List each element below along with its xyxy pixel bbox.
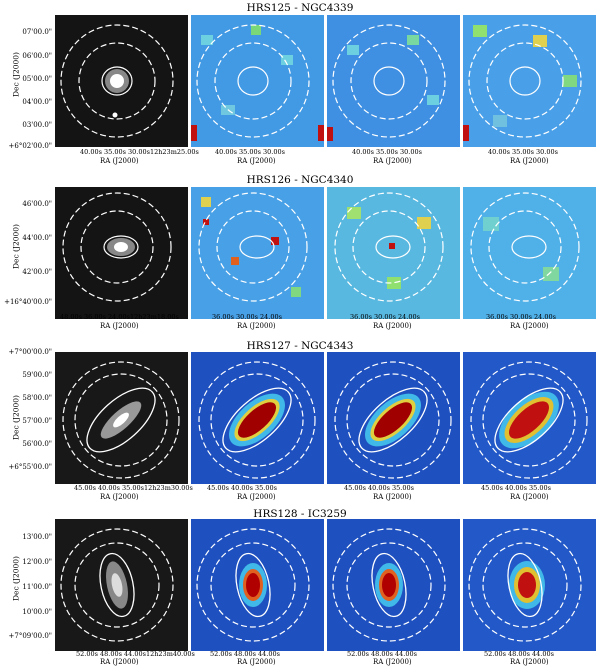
x-axis-title: RA (J2000) — [373, 157, 412, 165]
y-tick: 10'00.0" — [22, 608, 52, 616]
far-ir-map-panel — [327, 15, 460, 147]
y-tick: 57'00.0" — [22, 417, 52, 425]
far-ir-map-panel — [327, 352, 460, 484]
x-ticks: 45.00s 40.00s 35.00s — [344, 484, 414, 492]
panel-strip — [55, 15, 597, 147]
x-ticks: 45.00s 40.00s 35.00s — [207, 484, 277, 492]
x-ticks: 36.00s 30.00s 24.00s — [212, 313, 282, 321]
y-tick: +6°02'00.0" — [8, 142, 52, 150]
y-tick: 05'00.0" — [22, 75, 52, 83]
far-ir-map-panel — [463, 352, 596, 484]
optical-image-panel — [55, 519, 188, 651]
far-ir-map-panel — [463, 519, 596, 651]
x-ticks: 45.00s 40.00s 35.00s12h23m30.00s — [74, 484, 193, 492]
optical-image-panel — [55, 352, 188, 484]
far-ir-map-panel — [463, 187, 596, 319]
far-ir-map-panel — [191, 352, 324, 484]
row-ngc4339: HRS125 - NGC4339 Dec (J2000) 07'00.0" 06… — [0, 0, 600, 166]
x-axis-title: RA (J2000) — [237, 658, 276, 666]
x-ticks: 52.00s 48.00s 44.00s — [210, 650, 280, 658]
y-tick: 46'00.0" — [22, 200, 52, 208]
x-axis-title: RA (J2000) — [237, 493, 276, 501]
y-tick: 04'00.0" — [22, 98, 52, 106]
x-ticks: 36.00s 30.00s 24.00s — [486, 313, 556, 321]
far-ir-map-panel — [327, 187, 460, 319]
far-ir-map-panel — [327, 519, 460, 651]
y-tick: 13'00.0" — [22, 533, 52, 541]
optical-image-panel — [55, 15, 188, 147]
row-title: HRS126 - NGC4340 — [246, 174, 354, 186]
y-tick: +16°40'00.0" — [4, 298, 52, 306]
x-axis-title: RA (J2000) — [510, 322, 549, 330]
panel-strip — [55, 352, 597, 484]
y-tick: 58'00.0" — [22, 394, 52, 402]
row-ngc4343: HRS127 - NGC4343 Dec (J2000) +7°00'00.0"… — [0, 338, 600, 506]
y-tick: 06'00.0" — [22, 52, 52, 60]
x-axis-title: RA (J2000) — [100, 157, 139, 165]
y-tick: +7°00'00.0" — [8, 348, 52, 356]
x-ticks: 52.00s 48.00s 44.00s12h23m40.00s — [76, 650, 195, 658]
y-tick: 03'00.0" — [22, 121, 52, 129]
far-ir-map-panel — [191, 15, 324, 147]
x-axis-title: RA (J2000) — [510, 157, 549, 165]
x-ticks: 45.00s 40.00s 35.00s — [481, 484, 551, 492]
y-tick: 07'00.0" — [22, 28, 52, 36]
panel-strip — [55, 519, 597, 651]
x-ticks: 48.00s 36.00s 24.00s12h23m18.00s — [60, 313, 179, 321]
x-ticks: 36.00s 30.00s 24.00s — [350, 313, 420, 321]
optical-image-panel — [55, 187, 188, 319]
y-tick: 59'00.0" — [22, 371, 52, 379]
y-tick: 44'00.0" — [22, 234, 52, 242]
row-title: HRS125 - NGC4339 — [246, 2, 354, 14]
far-ir-map-panel — [191, 187, 324, 319]
row-ic3259: HRS128 - IC3259 Dec (J2000) 13'00.0" 12'… — [0, 506, 600, 666]
x-axis-title: RA (J2000) — [373, 658, 412, 666]
x-ticks: 40.00s 35.00s 30.00s — [488, 148, 558, 156]
x-axis-title: RA (J2000) — [100, 322, 139, 330]
panel-strip — [55, 187, 597, 319]
x-ticks: 40.00s 35.00s 30.00s12h23m25.00s — [80, 148, 199, 156]
row-title: HRS128 - IC3259 — [253, 508, 347, 520]
x-axis-title: RA (J2000) — [100, 493, 139, 501]
x-axis-title: RA (J2000) — [237, 157, 276, 165]
x-ticks: 40.00s 35.00s 30.00s — [352, 148, 422, 156]
x-axis-title: RA (J2000) — [237, 322, 276, 330]
x-axis-title: RA (J2000) — [100, 658, 139, 666]
x-axis-title: RA (J2000) — [373, 493, 412, 501]
y-tick: +7°09'00.0" — [8, 632, 52, 640]
x-axis-title: RA (J2000) — [510, 658, 549, 666]
x-axis-title: RA (J2000) — [373, 322, 412, 330]
x-ticks: 40.00s 35.00s 30.00s — [215, 148, 285, 156]
far-ir-map-panel — [463, 15, 596, 147]
x-ticks: 52.00s 48.00s 44.00s — [484, 650, 554, 658]
y-tick: +6°55'00.0" — [8, 463, 52, 471]
y-tick: 11'00.0" — [22, 583, 52, 591]
row-title: HRS127 - NGC4343 — [246, 340, 354, 352]
y-tick: 56'00.0" — [22, 440, 52, 448]
x-axis-title: RA (J2000) — [510, 493, 549, 501]
far-ir-map-panel — [191, 519, 324, 651]
row-ngc4340: HRS126 - NGC4340 Dec (J2000) 46'00.0" 44… — [0, 172, 600, 338]
y-tick: 42'00.0" — [22, 268, 52, 276]
y-tick: 12'00.0" — [22, 558, 52, 566]
x-ticks: 52.00s 48.00s 44.00s — [347, 650, 417, 658]
